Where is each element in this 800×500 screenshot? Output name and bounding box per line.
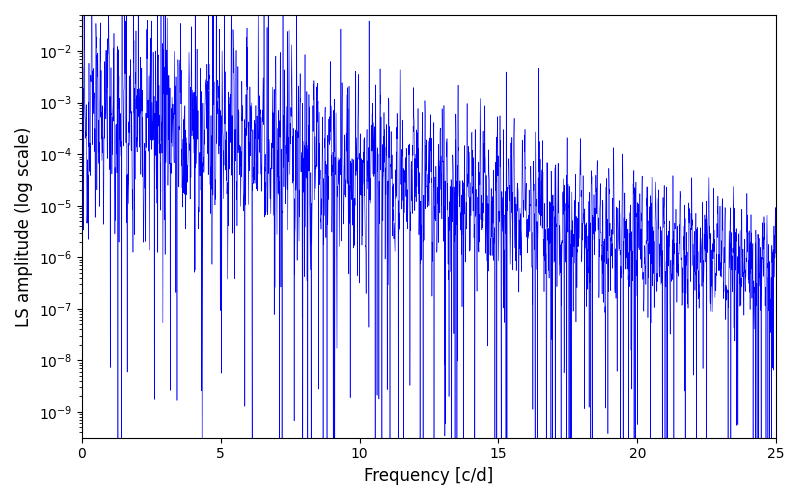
X-axis label: Frequency [c/d]: Frequency [c/d] — [364, 467, 494, 485]
Y-axis label: LS amplitude (log scale): LS amplitude (log scale) — [15, 126, 33, 326]
